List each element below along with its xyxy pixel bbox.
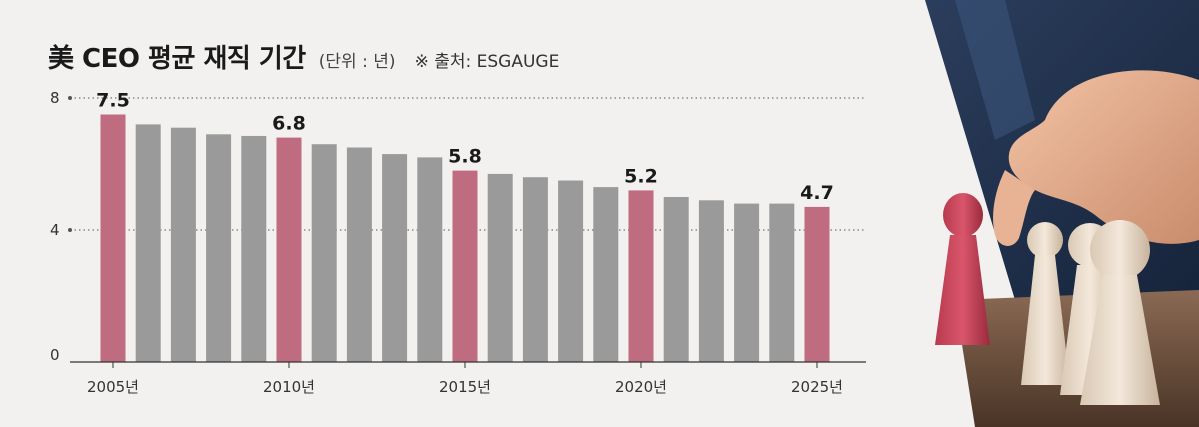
data-label-2015: 5.8	[448, 146, 482, 168]
data-label-2010: 6.8	[272, 113, 306, 135]
bar-chart: 0 4 8 7.5 6.8 5.8 5.2 4.7 2005년 2010년 2015년 2020년 20…	[50, 89, 866, 396]
bar-2016	[487, 173, 513, 362]
bar-2007	[170, 127, 196, 362]
bar-2017	[522, 177, 548, 362]
x-tick-label-2010: 2010년	[263, 378, 315, 396]
bar-2009	[241, 135, 267, 362]
data-label-2005: 7.5	[96, 90, 130, 112]
x-tick-label-2020: 2020년	[615, 378, 667, 396]
bar-2018	[558, 180, 584, 362]
x-tick-label-2015: 2015년	[439, 378, 491, 396]
bar-2021	[663, 197, 689, 362]
bar-2013	[382, 154, 408, 362]
bar-2023	[734, 203, 760, 362]
gridline-dot-8	[68, 96, 72, 100]
x-tick-label-2005: 2005년	[87, 378, 139, 396]
bar-2015	[452, 170, 478, 362]
bar-2020	[628, 190, 654, 362]
chart-unit: (단위 : 년)	[318, 52, 396, 72]
decorative-photo	[895, 0, 1199, 427]
gridline-dot-4	[68, 228, 72, 232]
y-tick-label-8: 8	[50, 89, 60, 107]
bar-2011	[311, 144, 337, 362]
bar-2010	[276, 137, 302, 362]
chart-title-row: 美 CEO 평균 재직 기간 (단위 : 년) ※ 출처: ESGAUGE	[48, 38, 559, 75]
x-tick-label-2025: 2025년	[791, 378, 843, 396]
chart-source: ※ 출처: ESGAUGE	[414, 52, 560, 72]
bar-2019	[593, 187, 619, 362]
data-label-2025: 4.7	[800, 182, 834, 204]
chart-title: 美 CEO 평균 재직 기간	[48, 44, 306, 74]
y-tick-label-4: 4	[50, 221, 60, 239]
bar-2014	[417, 157, 443, 362]
bar-2022	[698, 200, 724, 362]
bar-2006	[135, 124, 161, 363]
red-piece-head	[943, 193, 983, 237]
bar-2025	[804, 206, 830, 362]
y-tick-label-0: 0	[50, 346, 60, 364]
red-piece-body	[935, 235, 990, 345]
bar-2012	[346, 147, 372, 362]
bar-2008	[206, 134, 232, 362]
chess-pieces-hand-illustration	[895, 0, 1199, 427]
bar-2005	[100, 114, 126, 362]
wooden-pieces	[1021, 220, 1160, 405]
data-label-2020: 5.2	[624, 165, 658, 187]
bar-2024	[769, 203, 795, 362]
